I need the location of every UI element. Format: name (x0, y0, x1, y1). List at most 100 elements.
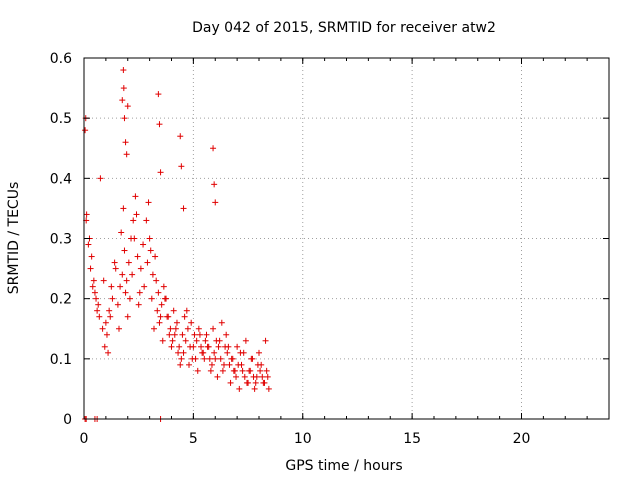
data-point (134, 253, 141, 260)
data-point (223, 331, 230, 338)
data-point (144, 259, 151, 266)
data-point (158, 301, 165, 308)
data-point (242, 337, 249, 344)
axis-tick-labels: 0 5 10 15 20 0 0.1 0.2 0.3 0.4 0.5 0.6 (50, 51, 531, 447)
data-point (105, 349, 112, 356)
data-point (172, 325, 179, 332)
data-point (173, 319, 180, 326)
data-point (120, 85, 127, 92)
data-point (85, 241, 92, 248)
data-point (211, 349, 218, 356)
y-tick-label: 0.5 (50, 111, 72, 127)
data-point (157, 313, 164, 320)
data-point (202, 337, 209, 344)
data-point (262, 337, 269, 344)
data-point (120, 205, 127, 212)
data-point (116, 325, 122, 332)
data-point (184, 325, 191, 332)
data-point (167, 325, 174, 332)
data-point (178, 163, 185, 170)
y-tick-label: 0.6 (50, 51, 72, 67)
data-point (207, 367, 214, 374)
data-point (252, 379, 259, 386)
data-point (201, 355, 208, 362)
data-point (121, 247, 128, 254)
data-point (155, 91, 162, 98)
data-point (119, 97, 126, 104)
data-point (100, 277, 107, 284)
data-point (236, 385, 243, 392)
data-point (122, 289, 129, 296)
data-point (108, 283, 115, 290)
data-point (260, 379, 267, 386)
data-point (196, 331, 203, 338)
data-point (130, 217, 137, 224)
data-point (180, 205, 187, 212)
data-point (164, 313, 171, 320)
data-point (121, 115, 128, 122)
data-point (206, 355, 213, 362)
data-point (146, 235, 153, 242)
data-point (124, 313, 131, 320)
data-point (177, 133, 184, 140)
data-point (240, 349, 247, 356)
x-tick-label: 20 (513, 431, 531, 447)
data-point (93, 295, 100, 302)
data-point (103, 331, 110, 338)
data-point (225, 343, 232, 350)
y-tick-label: 0.4 (50, 171, 72, 187)
data-point (264, 373, 271, 380)
data-point (94, 307, 101, 314)
data-point (156, 121, 163, 128)
data-point (109, 295, 116, 302)
data-point (224, 349, 231, 356)
data-point (179, 331, 186, 338)
data-point (188, 319, 195, 326)
data-point (149, 271, 156, 278)
data-point (123, 277, 130, 284)
data-point (177, 361, 184, 368)
y-tick-label: 0.1 (50, 352, 72, 368)
data-point (194, 367, 201, 374)
data-point (157, 169, 164, 176)
data-point (135, 301, 142, 308)
data-point (180, 349, 187, 356)
data-point (136, 289, 143, 296)
data-point (192, 355, 199, 362)
y-tick-label: 0.3 (50, 232, 72, 248)
data-point (176, 343, 183, 350)
data-point (129, 271, 136, 278)
data-point (131, 235, 138, 242)
data-point (247, 367, 254, 374)
data-point (120, 67, 127, 74)
data-point (218, 319, 225, 326)
data-point (256, 349, 262, 356)
data-point (140, 241, 147, 248)
data-point (148, 295, 155, 302)
data-point (137, 265, 144, 272)
data-point (124, 103, 131, 110)
data-point (123, 151, 130, 158)
data-point (208, 361, 215, 368)
data-point (215, 343, 222, 350)
data-point (212, 199, 219, 206)
data-point (91, 289, 98, 296)
x-axis-label: GPS time / hours (285, 458, 402, 474)
data-point (258, 361, 265, 368)
data-point (95, 301, 102, 308)
data-point (211, 181, 218, 188)
x-tick-label: 5 (189, 431, 198, 447)
data-point (106, 307, 113, 314)
data-point (153, 277, 160, 284)
data-point (126, 295, 133, 302)
data-point (178, 355, 185, 362)
y-tick-label: 0 (63, 412, 72, 428)
data-point (160, 283, 167, 290)
data-point (107, 313, 114, 320)
data-point (99, 325, 106, 332)
data-point (82, 127, 89, 134)
data-point (97, 175, 104, 182)
data-point (226, 361, 233, 368)
data-point (87, 265, 94, 272)
